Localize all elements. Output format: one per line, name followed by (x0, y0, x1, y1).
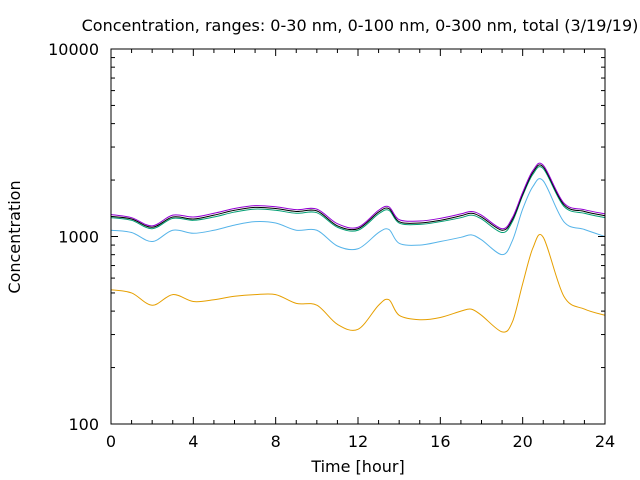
y-tick-label: 1000 (58, 228, 99, 247)
y-axis-label: Concentration (5, 180, 24, 293)
y-tick-label: 10000 (48, 40, 99, 59)
series-line-3 (110, 166, 606, 234)
plot-frame (110, 48, 606, 425)
x-tick-label: 24 (595, 432, 615, 451)
series-line-1 (110, 233, 606, 333)
series-line-4 (110, 164, 606, 231)
ticks-layer: 0 4 8 12 16 20 24 100 1000 10000 (48, 40, 615, 451)
x-tick-label: 12 (348, 432, 368, 451)
y-tick-label: 100 (68, 415, 99, 434)
x-tick-label: 16 (430, 432, 450, 451)
series-layer (110, 162, 606, 333)
x-axis-label: Time [hour] (310, 457, 404, 476)
x-tick-label: 0 (106, 432, 116, 451)
x-tick-label: 8 (271, 432, 281, 451)
x-tick-label: 20 (512, 432, 532, 451)
series-line-2 (110, 178, 606, 256)
series-line-5 (110, 162, 606, 230)
chart-title: Concentration, ranges: 0-30 nm, 0-100 nm… (82, 16, 639, 35)
x-tick-label: 4 (188, 432, 198, 451)
